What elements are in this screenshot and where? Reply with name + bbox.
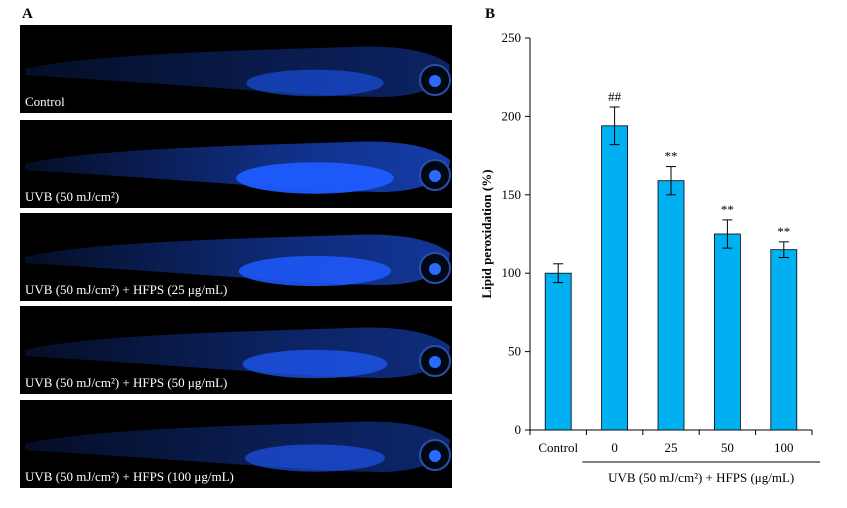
bar-Control [544, 272, 572, 431]
panel-b-letter: B [485, 6, 496, 22]
y-axis-label: Lipid peroxidation (%) [479, 169, 494, 298]
panel-a-letter: A [22, 6, 33, 22]
fish-panel-label: UVB (50 mJ/cm²) + HFPS (25 μg/mL) [25, 282, 228, 297]
fish-panel-uvb: UVB (50 mJ/cm²) [20, 120, 452, 208]
y-tick-label: 100 [502, 265, 522, 280]
significance-mark: ** [665, 149, 678, 164]
zebrafish-image [25, 421, 451, 472]
x-tick-label: 50 [721, 440, 734, 455]
zebrafish-image [25, 234, 451, 287]
y-tick-label: 0 [515, 422, 522, 437]
group-label: UVB (50 mJ/cm²) + HFPS (μg/mL) [608, 470, 794, 485]
x-tick-label: 25 [665, 440, 678, 455]
fish-panel-label: UVB (50 mJ/cm²) + HFPS (100 μg/mL) [25, 469, 234, 484]
significance-mark: ** [777, 224, 790, 239]
fish-panel-control: Control [20, 25, 452, 113]
x-tick-label: 100 [774, 440, 794, 455]
significance-mark: ** [721, 202, 734, 217]
zebrafish-image [25, 327, 451, 379]
bar-50 [713, 233, 741, 431]
y-tick-label: 200 [502, 108, 522, 123]
y-tick-label: 50 [508, 344, 521, 359]
x-tick-label: 0 [611, 440, 618, 455]
bar-0 [601, 125, 629, 431]
fish-panel-hfps25: UVB (50 mJ/cm²) + HFPS (25 μg/mL) [20, 213, 452, 301]
significance-mark: ## [608, 89, 622, 104]
x-tick-label: Control [538, 440, 578, 455]
fish-panel-label: UVB (50 mJ/cm²) [25, 189, 120, 204]
fish-panel-hfps100: UVB (50 mJ/cm²) + HFPS (100 μg/mL) [20, 400, 452, 488]
zebrafish-image [25, 46, 451, 97]
fish-panel-hfps50: UVB (50 mJ/cm²) + HFPS (50 μg/mL) [20, 306, 452, 394]
y-tick-label: 150 [502, 187, 522, 202]
zebrafish-image [25, 141, 451, 194]
y-tick-label: 250 [502, 30, 522, 45]
fish-panel-label: UVB (50 mJ/cm²) + HFPS (50 μg/mL) [25, 375, 228, 390]
bar-25 [657, 180, 685, 431]
fish-panel-label: Control [25, 94, 65, 109]
bar-100 [770, 249, 798, 431]
